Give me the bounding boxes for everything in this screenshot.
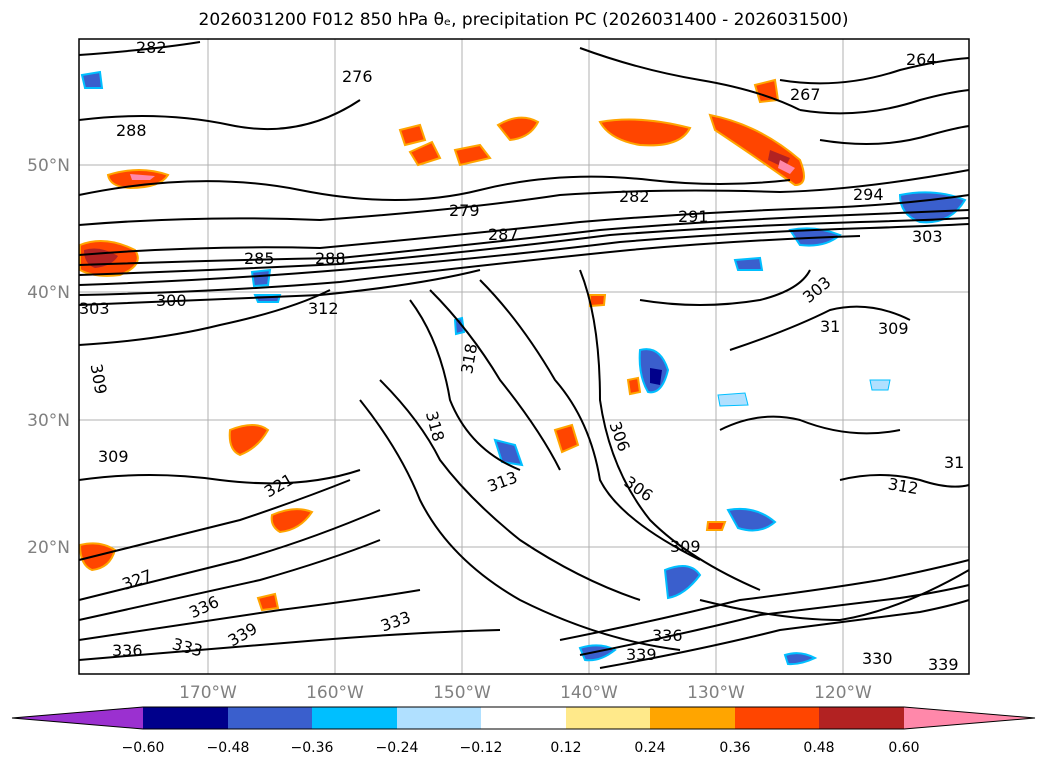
map-frame [78,38,970,675]
colorbar-tick-label: −0.12 [460,740,503,756]
lon-label: 150°W [433,683,491,703]
colorbar-segment [143,707,228,729]
contour-label: 291 [678,207,709,226]
contour-label: 303 [912,227,943,246]
lat-label: 20°N [27,538,70,558]
lon-label: 160°W [306,683,364,703]
contour-label: 267 [790,85,821,104]
colorbar-tick-label: −0.36 [291,740,334,756]
map-panel [79,39,969,674]
lat-label: 50°N [27,156,70,176]
contour-label: 264 [906,50,937,69]
contour-label: 31 [944,453,964,472]
lon-label: 140°W [560,683,618,703]
contour-label: 309 [878,319,909,338]
longitude-labels: 170°W 160°W 150°W 140°W 130°W 120°W [179,683,872,703]
precip-positive-areas [78,78,805,612]
colorbar-outline [11,706,1036,730]
contour-label: 288 [315,249,346,268]
colorbar-segment [819,707,904,729]
theta-e-contours [78,41,970,669]
lat-label: 40°N [27,283,70,303]
contour-label: 279 [449,201,480,220]
contour-label: 336 [112,641,143,660]
contour-label: 312 [308,299,339,318]
contour-label: 336 [652,626,683,645]
lat-label: 30°N [27,411,70,431]
contour-label: 285 [244,249,275,268]
colorbar-segment [481,707,566,729]
contour-label: 294 [853,185,884,204]
contour-label: 309 [670,537,701,556]
colorbar-extend-high [904,707,1035,729]
colorbar-segment [312,707,397,729]
contour-label: 276 [342,67,373,86]
lon-label: 120°W [814,683,872,703]
colorbar-tick-label: 0.48 [803,740,834,756]
contour-label: 288 [116,121,147,140]
contour-label: 339 [928,655,959,674]
latitude-labels: 50°N 40°N 30°N 20°N [27,156,70,558]
colorbar-tick-label: −0.24 [376,740,419,756]
contour-label: 303 [79,299,110,318]
contour-label: 287 [488,225,519,244]
colorbar-tick-label: 0.12 [550,740,581,756]
colorbar-segment [650,707,735,729]
colorbar-segment [735,707,819,729]
colorbar-segment [228,707,312,729]
map-title: 2026031200 F012 850 hPa θₑ, precipitatio… [198,10,849,30]
colorbar-tick-label: −0.48 [207,740,250,756]
lon-label: 130°W [687,683,745,703]
contour-label: 282 [619,187,650,206]
colorbar-extend-low [12,707,143,729]
colorbar-segment [397,707,481,729]
contour-label: 282 [136,38,167,57]
colorbar-tick-label: −0.60 [122,740,165,756]
contour-label: 300 [156,291,187,310]
colorbar-tick-label: 0.24 [634,740,665,756]
precip-negative-areas [80,70,967,666]
colorbar-segment [566,707,650,729]
contour-label: 339 [626,645,657,664]
colorbar: −0.60 −0.48 −0.36 −0.24 −0.12 0.12 0.24 … [11,706,1036,756]
colorbar-tick-label: 0.36 [719,740,750,756]
contour-label: 330 [862,649,893,668]
contour-label: 31 [820,317,840,336]
lon-label: 170°W [179,683,237,703]
contour-label: 309 [98,447,129,466]
colorbar-tick-label: 0.60 [888,740,919,756]
